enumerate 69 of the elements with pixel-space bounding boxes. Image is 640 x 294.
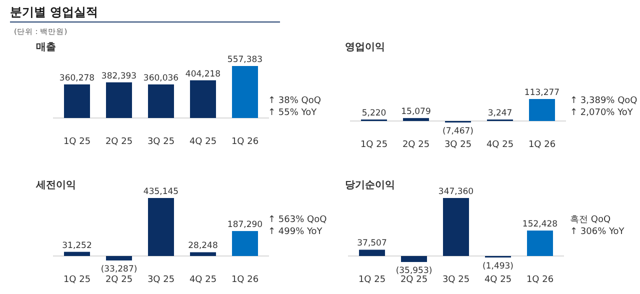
data-label: 347,360 [438, 187, 474, 197]
data-label: 187,290 [227, 220, 263, 230]
bar [232, 66, 258, 118]
x-tick-label: 3Q 25 [147, 275, 175, 285]
x-tick-label: 1Q 25 [358, 275, 386, 285]
bar [359, 250, 385, 256]
text: 분기별 영업실적 [10, 5, 98, 19]
data-label: (33,287) [100, 264, 138, 274]
x-tick-label: 3Q 25 [444, 140, 472, 150]
data-label: 382,393 [101, 71, 137, 82]
x-tick-label: 1Q 26 [526, 275, 554, 285]
annotation: ↑ 499% YoY [268, 227, 323, 237]
chart-title: 당기순이익 [345, 180, 395, 191]
bar [403, 118, 429, 121]
data-label: 113,277 [524, 88, 560, 98]
x-tick-label: 4Q 25 [189, 137, 217, 147]
x-tick-label: 1Q 26 [528, 140, 556, 150]
bar [401, 256, 427, 262]
x-tick-label: 4Q 25 [189, 275, 217, 285]
annotation: ↑ 55% YoY [268, 108, 318, 118]
x-tick-label: 1Q 26 [231, 275, 259, 285]
chart-title: 영업이익 [345, 42, 385, 53]
annotation: ↑ 563% QoQ [268, 215, 327, 225]
bar [527, 230, 553, 256]
x-tick-label: 3Q 25 [147, 137, 175, 147]
x-tick-label: 2Q 25 [105, 137, 133, 147]
x-tick-label: 2Q 25 [402, 140, 430, 150]
bar [148, 198, 174, 256]
bar [64, 84, 90, 118]
annotation: ↑ 38% QoQ [268, 96, 321, 106]
x-tick-label: 2Q 25 [105, 275, 133, 285]
bar [148, 84, 174, 118]
data-label: 28,248 [188, 241, 218, 252]
x-tick-label: 1Q 25 [360, 140, 388, 150]
data-label: 5,220 [362, 108, 386, 118]
bar [529, 99, 555, 121]
data-label: 37,507 [357, 238, 387, 249]
bar [190, 252, 216, 256]
bar [190, 80, 216, 118]
data-label: 360,036 [143, 73, 179, 84]
data-label: 152,428 [522, 220, 558, 230]
x-tick-label: 1Q 26 [231, 137, 259, 147]
text: ↑ 2,070% YoY [570, 108, 634, 118]
data-label: 31,252 [62, 240, 92, 251]
x-tick-label: 4Q 25 [486, 140, 514, 150]
text: ↑ 306% YoY [570, 227, 625, 237]
data-label: (1,493) [482, 262, 514, 272]
data-label: (7,467) [442, 126, 474, 136]
x-tick-label: 1Q 25 [63, 137, 91, 147]
data-label: 435,145 [143, 187, 179, 197]
chart-title: 매출 [36, 42, 56, 53]
data-label: (35,953) [396, 266, 432, 276]
chart-title: 세전이익 [35, 180, 76, 191]
data-label: 15,079 [401, 107, 431, 118]
data-label: 557,383 [227, 55, 263, 65]
data-label: 360,278 [59, 73, 95, 84]
data-label: 3,247 [488, 108, 512, 118]
bar [106, 256, 132, 260]
text: ↑ 3,389% QoQ [570, 96, 638, 106]
x-tick-label: 4Q 25 [484, 275, 512, 285]
bar [443, 198, 469, 256]
x-tick-label: 1Q 25 [63, 275, 91, 285]
text: 흑전 QoQ [570, 215, 611, 225]
bar [232, 231, 258, 256]
x-tick-label: 3Q 25 [442, 275, 470, 285]
data-label: 404,218 [185, 69, 221, 80]
x-tick-label: 2Q 25 [400, 275, 428, 285]
bar [64, 252, 90, 256]
bar [106, 82, 132, 118]
